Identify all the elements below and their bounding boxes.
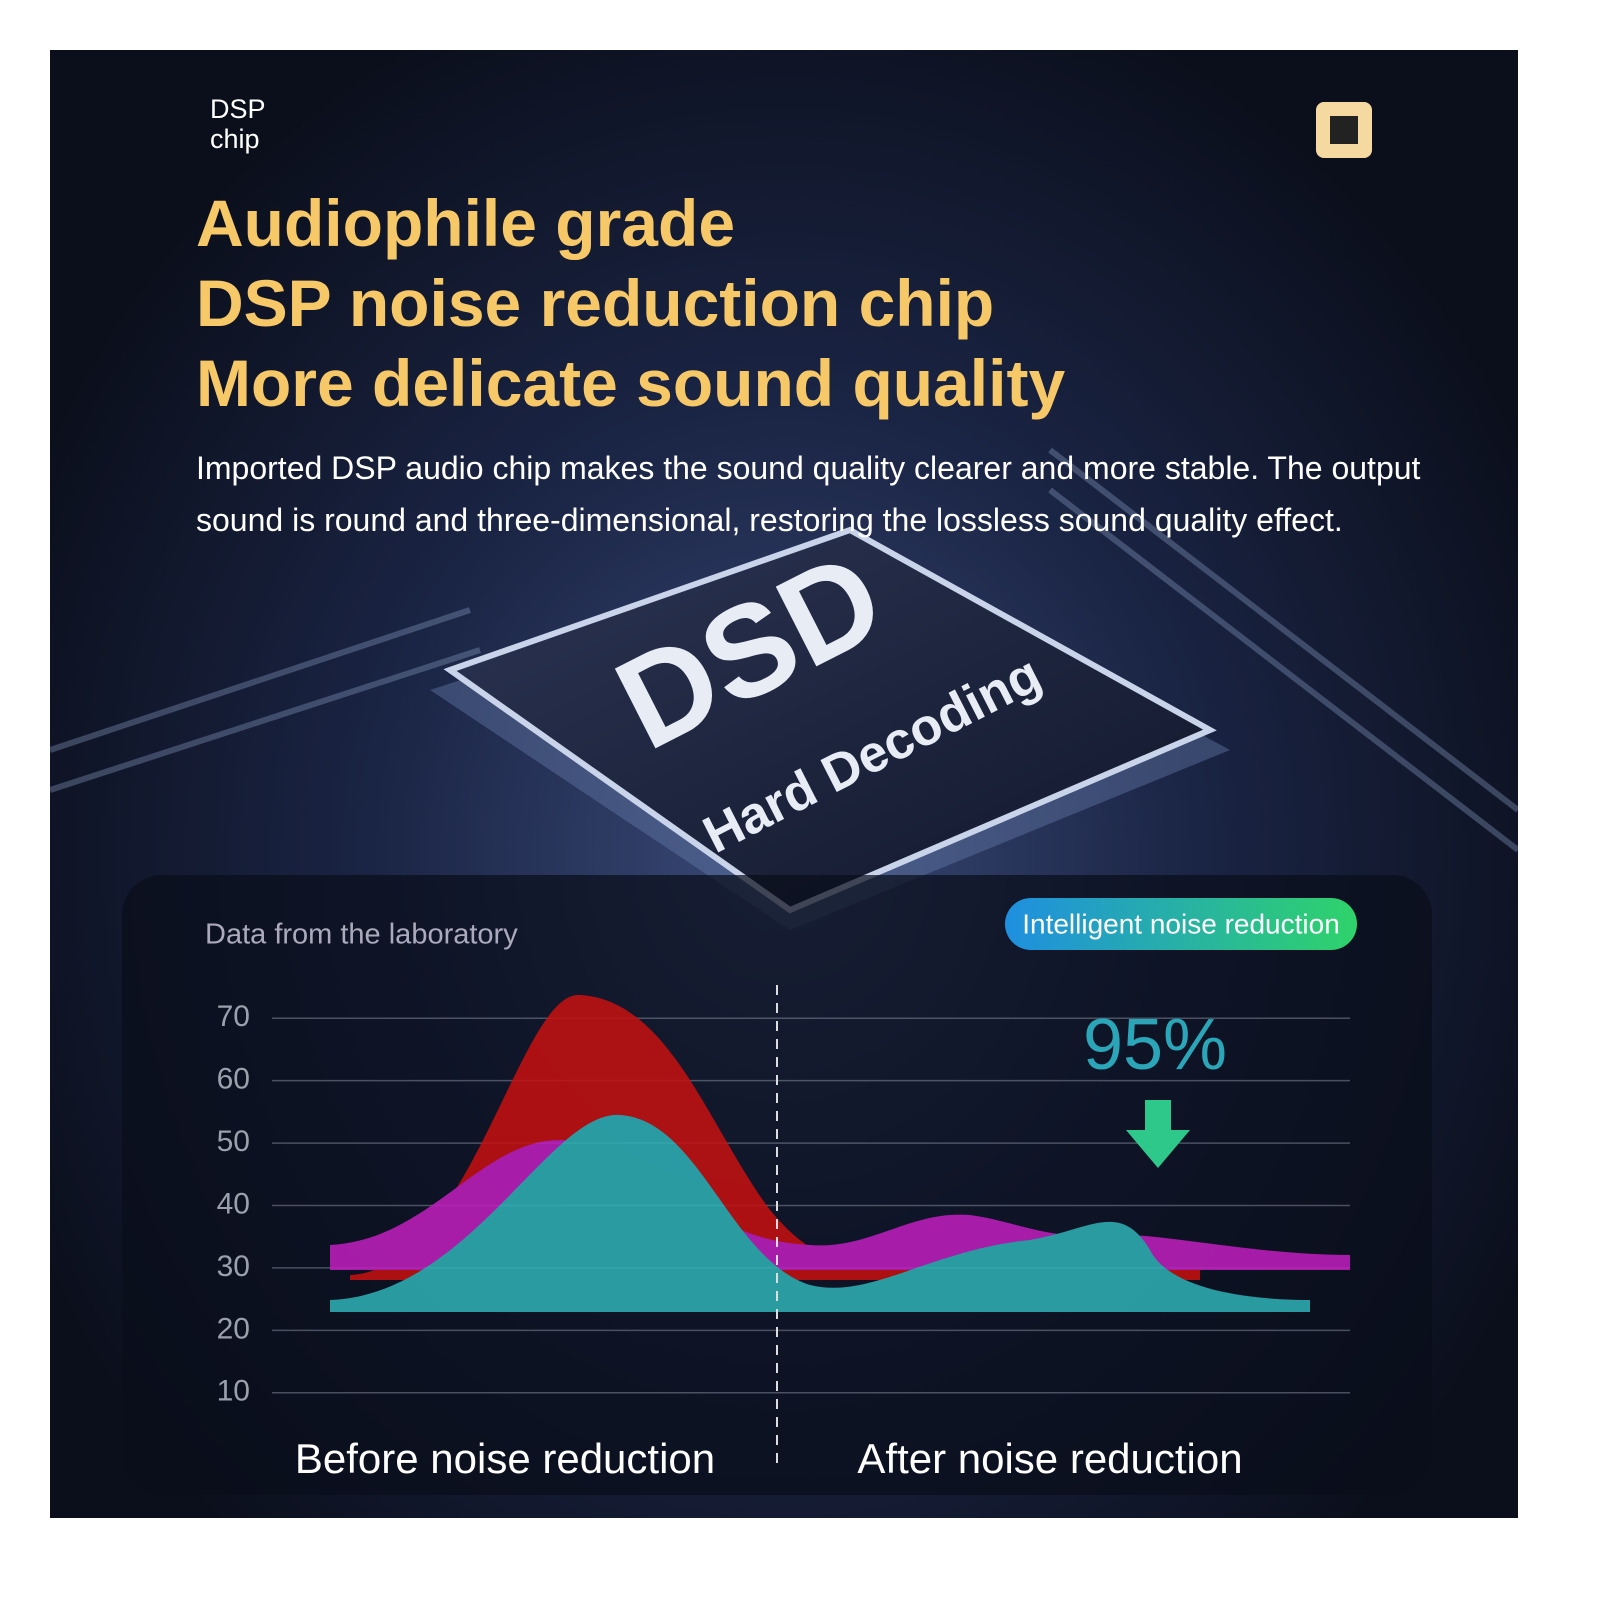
chart-title: Data from the laboratory (205, 919, 518, 951)
poster: DSD Hard Decoding 10 20 30 40 50 60 70 Intelli… (50, 50, 1518, 1518)
chip-body (443, 526, 1217, 914)
headline: DSP noise reduction chip (196, 266, 995, 340)
y-tick-label: 20 (217, 1312, 250, 1345)
badge: DSP chip (210, 94, 266, 154)
tag-pill (1005, 898, 1357, 950)
board-traces (50, 447, 1518, 853)
y-tick-label: 70 (217, 1000, 250, 1033)
y-tick-label: 30 (217, 1250, 250, 1283)
tag-label: Intelligent noise reduction (1022, 908, 1340, 939)
y-tick-label: 40 (217, 1187, 250, 1220)
waves (330, 994, 1350, 1312)
y-tick-label: 10 (217, 1375, 250, 1408)
headline: More delicate sound quality (196, 346, 1066, 420)
down-arrow (1126, 1100, 1190, 1168)
headline: Audiophile grade (196, 186, 736, 260)
y-tick-label: 60 (217, 1063, 250, 1096)
plot: 10 20 30 40 50 60 70 (217, 1000, 1350, 1408)
chip-icon (1316, 102, 1372, 158)
category-label: Before noise reduction (295, 1435, 715, 1482)
reduction-value: 95% (1083, 1005, 1227, 1085)
y-tick-label: 50 (217, 1125, 250, 1158)
category-label: After noise reduction (857, 1435, 1242, 1482)
description: Imported DSP audio chip makes the sound … (196, 450, 1421, 538)
